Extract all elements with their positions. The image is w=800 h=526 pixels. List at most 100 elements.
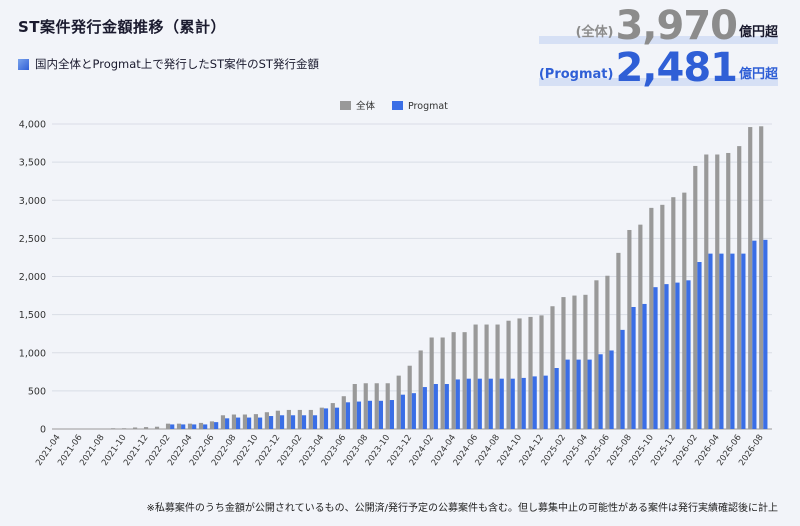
bar-progmat [620, 329, 625, 429]
bar-all [726, 152, 731, 429]
bar-all [594, 280, 599, 429]
bar-progmat [752, 240, 757, 429]
bar-progmat [247, 417, 252, 429]
bar-all [517, 318, 522, 429]
legend-swatch-progmat [392, 101, 403, 110]
bar-all [385, 383, 390, 429]
bar-all [759, 126, 764, 429]
footnote: ※私募案件のうち金額が公開されているもの、公開済/発行予定の公募案件も含む。但し… [146, 503, 778, 514]
bar-all [363, 383, 368, 429]
bar-progmat [400, 394, 405, 429]
legend-label-all: 全体 [356, 100, 376, 112]
bar-all [198, 422, 204, 429]
y-tick-label: 3,500 [19, 158, 46, 169]
bar-all [407, 365, 412, 429]
bar-all [638, 224, 643, 429]
total-all-value: 3,970 [615, 3, 738, 49]
bar-all [649, 207, 654, 429]
bar-all [484, 324, 489, 429]
bar-progmat [763, 239, 768, 429]
bar-all [319, 407, 324, 429]
bar-all [715, 154, 720, 429]
bar-all [572, 295, 577, 429]
bar-all [660, 204, 665, 429]
bar-progmat [499, 378, 504, 429]
bar-all [308, 409, 313, 429]
bar-progmat [279, 415, 285, 429]
y-tick-label: 2,000 [19, 272, 46, 283]
bar-all [748, 127, 753, 430]
bar-progmat [257, 417, 263, 429]
bar-all [330, 403, 335, 429]
bar-all [704, 154, 709, 429]
bar-all [539, 315, 544, 429]
total-all-suffix: 億円超 [738, 25, 778, 40]
bar-progmat [719, 253, 724, 429]
bar-progmat [609, 350, 614, 429]
bar-progmat [367, 400, 373, 429]
y-tick-label: 3,000 [19, 196, 46, 207]
bar-all [341, 396, 346, 429]
legend-swatch-all [340, 101, 351, 110]
total-all-prefix: (全体) [575, 25, 614, 40]
bar-progmat [532, 376, 537, 429]
bar-all [286, 409, 291, 429]
bar-all [187, 423, 193, 429]
bar-all [176, 423, 182, 429]
bar-progmat [181, 424, 186, 429]
bar-all [275, 410, 280, 429]
bar-all [506, 320, 511, 429]
bar-progmat [642, 303, 647, 429]
bar-all [616, 252, 621, 429]
bar-all [473, 324, 478, 429]
bar-progmat [214, 422, 219, 429]
bar-progmat [411, 393, 416, 429]
bar-progmat [730, 253, 735, 429]
total-progmat: (Progmat) 2,481 億円超 [538, 45, 778, 91]
bar-progmat [444, 384, 449, 429]
bar-progmat [323, 408, 329, 429]
bar-all [737, 146, 742, 430]
square-marker-icon [18, 58, 29, 70]
y-tick-label: 2,500 [19, 234, 46, 245]
bar-progmat [268, 416, 274, 429]
bar-progmat [477, 378, 482, 429]
bar-all [418, 350, 423, 429]
bar-progmat [389, 400, 394, 429]
bar-all [627, 229, 632, 429]
y-tick-label: 0 [40, 425, 46, 436]
y-tick-label: 1,500 [19, 310, 46, 321]
bar-progmat [488, 378, 493, 429]
bar-all [451, 332, 456, 429]
bar-progmat [664, 284, 669, 429]
bar-all [143, 427, 149, 429]
bar-progmat [543, 375, 548, 429]
bar-all [561, 297, 566, 429]
bar-progmat [587, 359, 592, 429]
bar-all [297, 409, 302, 429]
total-progmat-value: 2,481 [615, 45, 738, 91]
bar-progmat [741, 253, 746, 429]
subtitle-text: 国内全体とProgmat上で発行したST案件のST発行金額 [35, 57, 319, 71]
bar-progmat [290, 415, 296, 429]
bar-all [396, 375, 401, 429]
y-tick-label: 4,000 [19, 120, 46, 131]
y-tick-label: 500 [28, 386, 46, 397]
bar-progmat [345, 402, 351, 429]
bar-all [220, 415, 226, 429]
bar-progmat [565, 359, 570, 429]
bar-progmat [554, 368, 559, 429]
bar-all [111, 428, 116, 429]
bar-progmat [675, 282, 680, 429]
y-tick-label: 1,000 [19, 348, 46, 359]
bar-progmat [686, 280, 691, 429]
bar-progmat [510, 378, 515, 429]
bar-progmat [170, 424, 175, 429]
legend-label-progmat: Progmat [408, 101, 448, 112]
bar-progmat [708, 253, 713, 429]
bar-all [440, 337, 445, 429]
bar-progmat [697, 262, 702, 429]
bar-progmat [653, 287, 658, 429]
total-progmat-suffix: 億円超 [738, 67, 778, 82]
bar-all [693, 165, 698, 429]
